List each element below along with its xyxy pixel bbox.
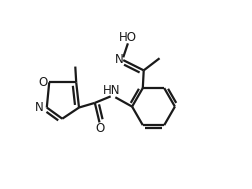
Text: O: O	[38, 76, 47, 88]
Text: HO: HO	[118, 31, 136, 44]
Text: N: N	[35, 101, 44, 114]
Text: N: N	[114, 53, 123, 66]
Text: HN: HN	[103, 84, 120, 97]
Text: O: O	[95, 122, 104, 135]
